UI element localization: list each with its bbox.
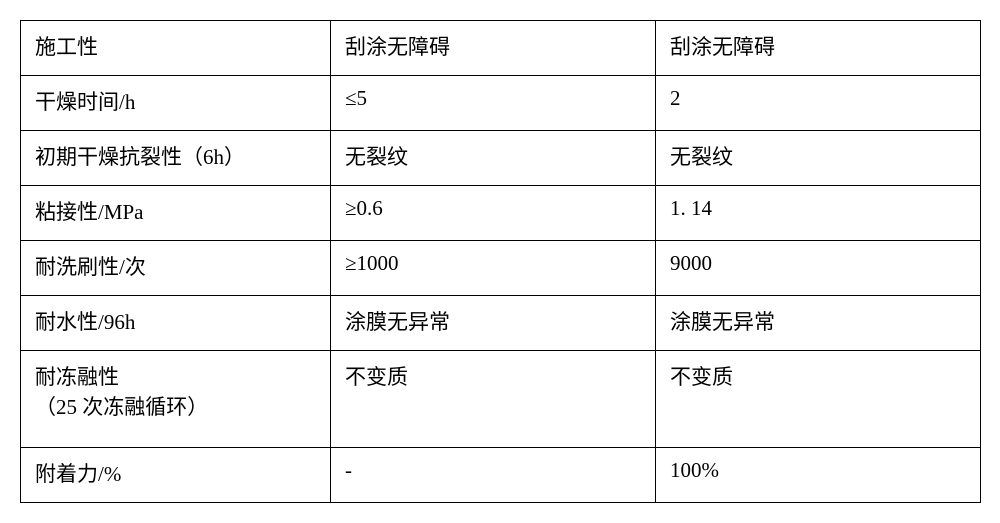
cell-spec: ≥1000	[331, 241, 656, 296]
table-row: 耐水性/96h 涂膜无异常 涂膜无异常	[21, 296, 981, 351]
cell-line2: （25 次冻融循环）	[35, 395, 208, 419]
cell-spec: 涂膜无异常	[331, 296, 656, 351]
cell-property: 粘接性/MPa	[21, 186, 331, 241]
cell-value: 9000	[656, 241, 981, 296]
cell-value: 100%	[656, 448, 981, 503]
cell-spec: 无裂纹	[331, 131, 656, 186]
cell-property: 初期干燥抗裂性（6h）	[21, 131, 331, 186]
cell-spec: ≥0.6	[331, 186, 656, 241]
table-row: 施工性 刮涂无障碍 刮涂无障碍	[21, 21, 981, 76]
cell-property: 施工性	[21, 21, 331, 76]
cell-value: 不变质	[656, 351, 981, 448]
cell-value: 涂膜无异常	[656, 296, 981, 351]
cell-spec: -	[331, 448, 656, 503]
cell-value: 2	[656, 76, 981, 131]
cell-value: 刮涂无障碍	[656, 21, 981, 76]
cell-property: 干燥时间/h	[21, 76, 331, 131]
cell-spec: ≤5	[331, 76, 656, 131]
cell-property: 耐冻融性 （25 次冻融循环）	[21, 351, 331, 448]
cell-property: 附着力/%	[21, 448, 331, 503]
cell-line1: 耐冻融性	[35, 365, 119, 389]
cell-spec: 不变质	[331, 351, 656, 448]
table-body: 施工性 刮涂无障碍 刮涂无障碍 干燥时间/h ≤5 2 初期干燥抗裂性（6h） …	[21, 21, 981, 503]
table-row: 干燥时间/h ≤5 2	[21, 76, 981, 131]
cell-spec: 刮涂无障碍	[331, 21, 656, 76]
table-row: 耐洗刷性/次 ≥1000 9000	[21, 241, 981, 296]
table-row: 附着力/% - 100%	[21, 448, 981, 503]
cell-property: 耐水性/96h	[21, 296, 331, 351]
table-row: 粘接性/MPa ≥0.6 1. 14	[21, 186, 981, 241]
cell-value: 1. 14	[656, 186, 981, 241]
cell-property: 耐洗刷性/次	[21, 241, 331, 296]
table-row: 耐冻融性 （25 次冻融循环） 不变质 不变质	[21, 351, 981, 448]
spec-table: 施工性 刮涂无障碍 刮涂无障碍 干燥时间/h ≤5 2 初期干燥抗裂性（6h） …	[20, 20, 981, 503]
cell-value: 无裂纹	[656, 131, 981, 186]
table-row: 初期干燥抗裂性（6h） 无裂纹 无裂纹	[21, 131, 981, 186]
